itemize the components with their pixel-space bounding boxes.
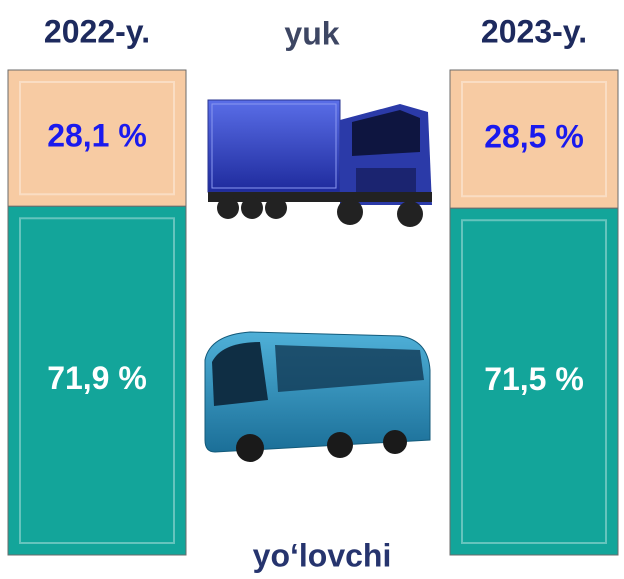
bevel	[19, 81, 175, 196]
series-label: yuk	[284, 15, 339, 51]
bus-icon	[204, 331, 431, 462]
value-label: 71,5 %	[484, 361, 584, 397]
series-label: yo‘lovchi	[253, 537, 392, 573]
bevel	[461, 219, 607, 544]
bevel	[19, 217, 175, 544]
category-label: 2023-y.	[481, 13, 587, 49]
value-label: 28,1 %	[47, 118, 147, 154]
bar-segment	[7, 69, 187, 207]
truck-icon	[207, 99, 432, 227]
bevel	[461, 81, 607, 198]
bar-segment	[449, 69, 619, 209]
bar-segment	[449, 207, 619, 556]
category-label: 2022-y.	[44, 13, 150, 49]
value-label: 71,9 %	[47, 360, 147, 396]
value-label: 28,5 %	[484, 119, 584, 155]
bars: 28,1 % 71,9 % 28,5 % 71,5 %	[7, 69, 619, 556]
bar-segment	[7, 205, 187, 556]
